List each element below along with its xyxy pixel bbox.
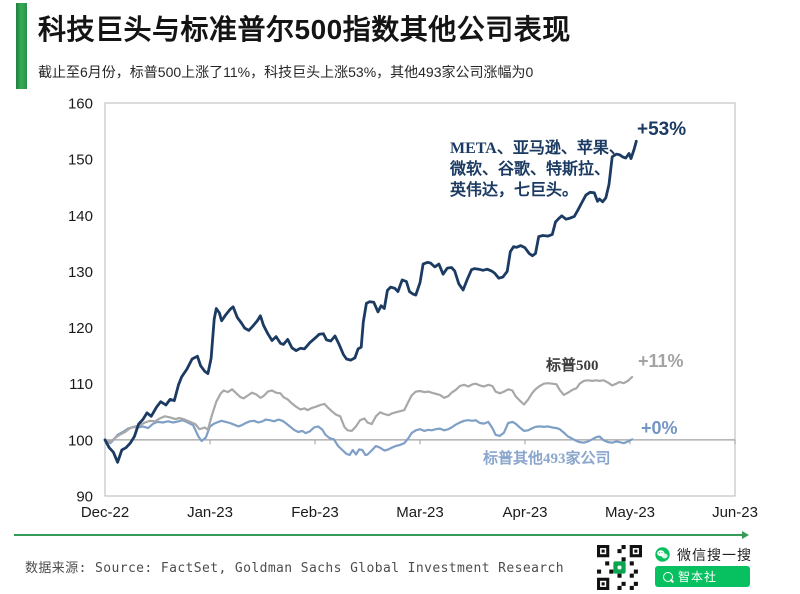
y-axis-label: 160 bbox=[68, 96, 93, 113]
x-axis-label: Dec-22 bbox=[81, 504, 129, 521]
y-axis-label: 150 bbox=[68, 152, 93, 169]
y-axis-label: 110 bbox=[69, 376, 93, 393]
footer-divider bbox=[14, 534, 743, 536]
others493-series-label: 标普其他493家公司 bbox=[483, 451, 611, 467]
x-axis-label: Mar-23 bbox=[396, 504, 444, 521]
page-title: 科技巨头与标准普尔500指数其他公司表现 bbox=[38, 14, 571, 45]
y-axis-label: 130 bbox=[68, 264, 93, 281]
series-line bbox=[103, 418, 634, 457]
page-subtitle: 截止至6月份，标普500上涨了11%，科技巨头上涨53%，其他493家公司涨幅为… bbox=[38, 64, 534, 80]
y-axis-label: 120 bbox=[68, 320, 93, 337]
plot-border bbox=[104, 102, 736, 497]
x-axis-label: Apr-23 bbox=[502, 504, 547, 521]
search-icon bbox=[663, 571, 673, 582]
brand-name: 智本社 bbox=[678, 570, 718, 584]
brand-search-button[interactable]: 智本社 bbox=[655, 566, 750, 587]
footer-divider-arrow bbox=[742, 531, 749, 539]
title-accent-bar bbox=[16, 3, 27, 89]
x-axis-label: May-23 bbox=[605, 504, 655, 521]
tech-giants-return-label: +53% bbox=[637, 119, 687, 140]
wechat-icon bbox=[655, 547, 670, 562]
x-axis-label: Jan-23 bbox=[187, 504, 233, 521]
qr-code bbox=[597, 545, 642, 590]
y-axis-label: 140 bbox=[68, 208, 93, 225]
data-source-text: 数据来源: Source: FactSet, Goldman Sachs Glo… bbox=[25, 561, 564, 576]
wechat-search-row: 微信搜一搜 bbox=[655, 546, 752, 563]
sp500-return-label: +11% bbox=[638, 351, 684, 371]
series-line bbox=[103, 375, 634, 444]
tech-giants-annotation: META、亚马逊、苹果、 微软、谷歌、特斯拉、 英伟达，七巨头。 bbox=[450, 140, 625, 199]
y-axis-label: 100 bbox=[68, 432, 93, 449]
wechat-search-label: 微信搜一搜 bbox=[677, 546, 752, 563]
others493-return-label: +0% bbox=[641, 418, 678, 438]
x-axis-label: Jun-23 bbox=[712, 504, 758, 521]
series-line bbox=[103, 139, 638, 464]
sp500-series-label: 标普500 bbox=[546, 358, 599, 374]
x-axis-label: Feb-23 bbox=[291, 504, 339, 521]
y-axis-label: 90 bbox=[76, 489, 93, 506]
